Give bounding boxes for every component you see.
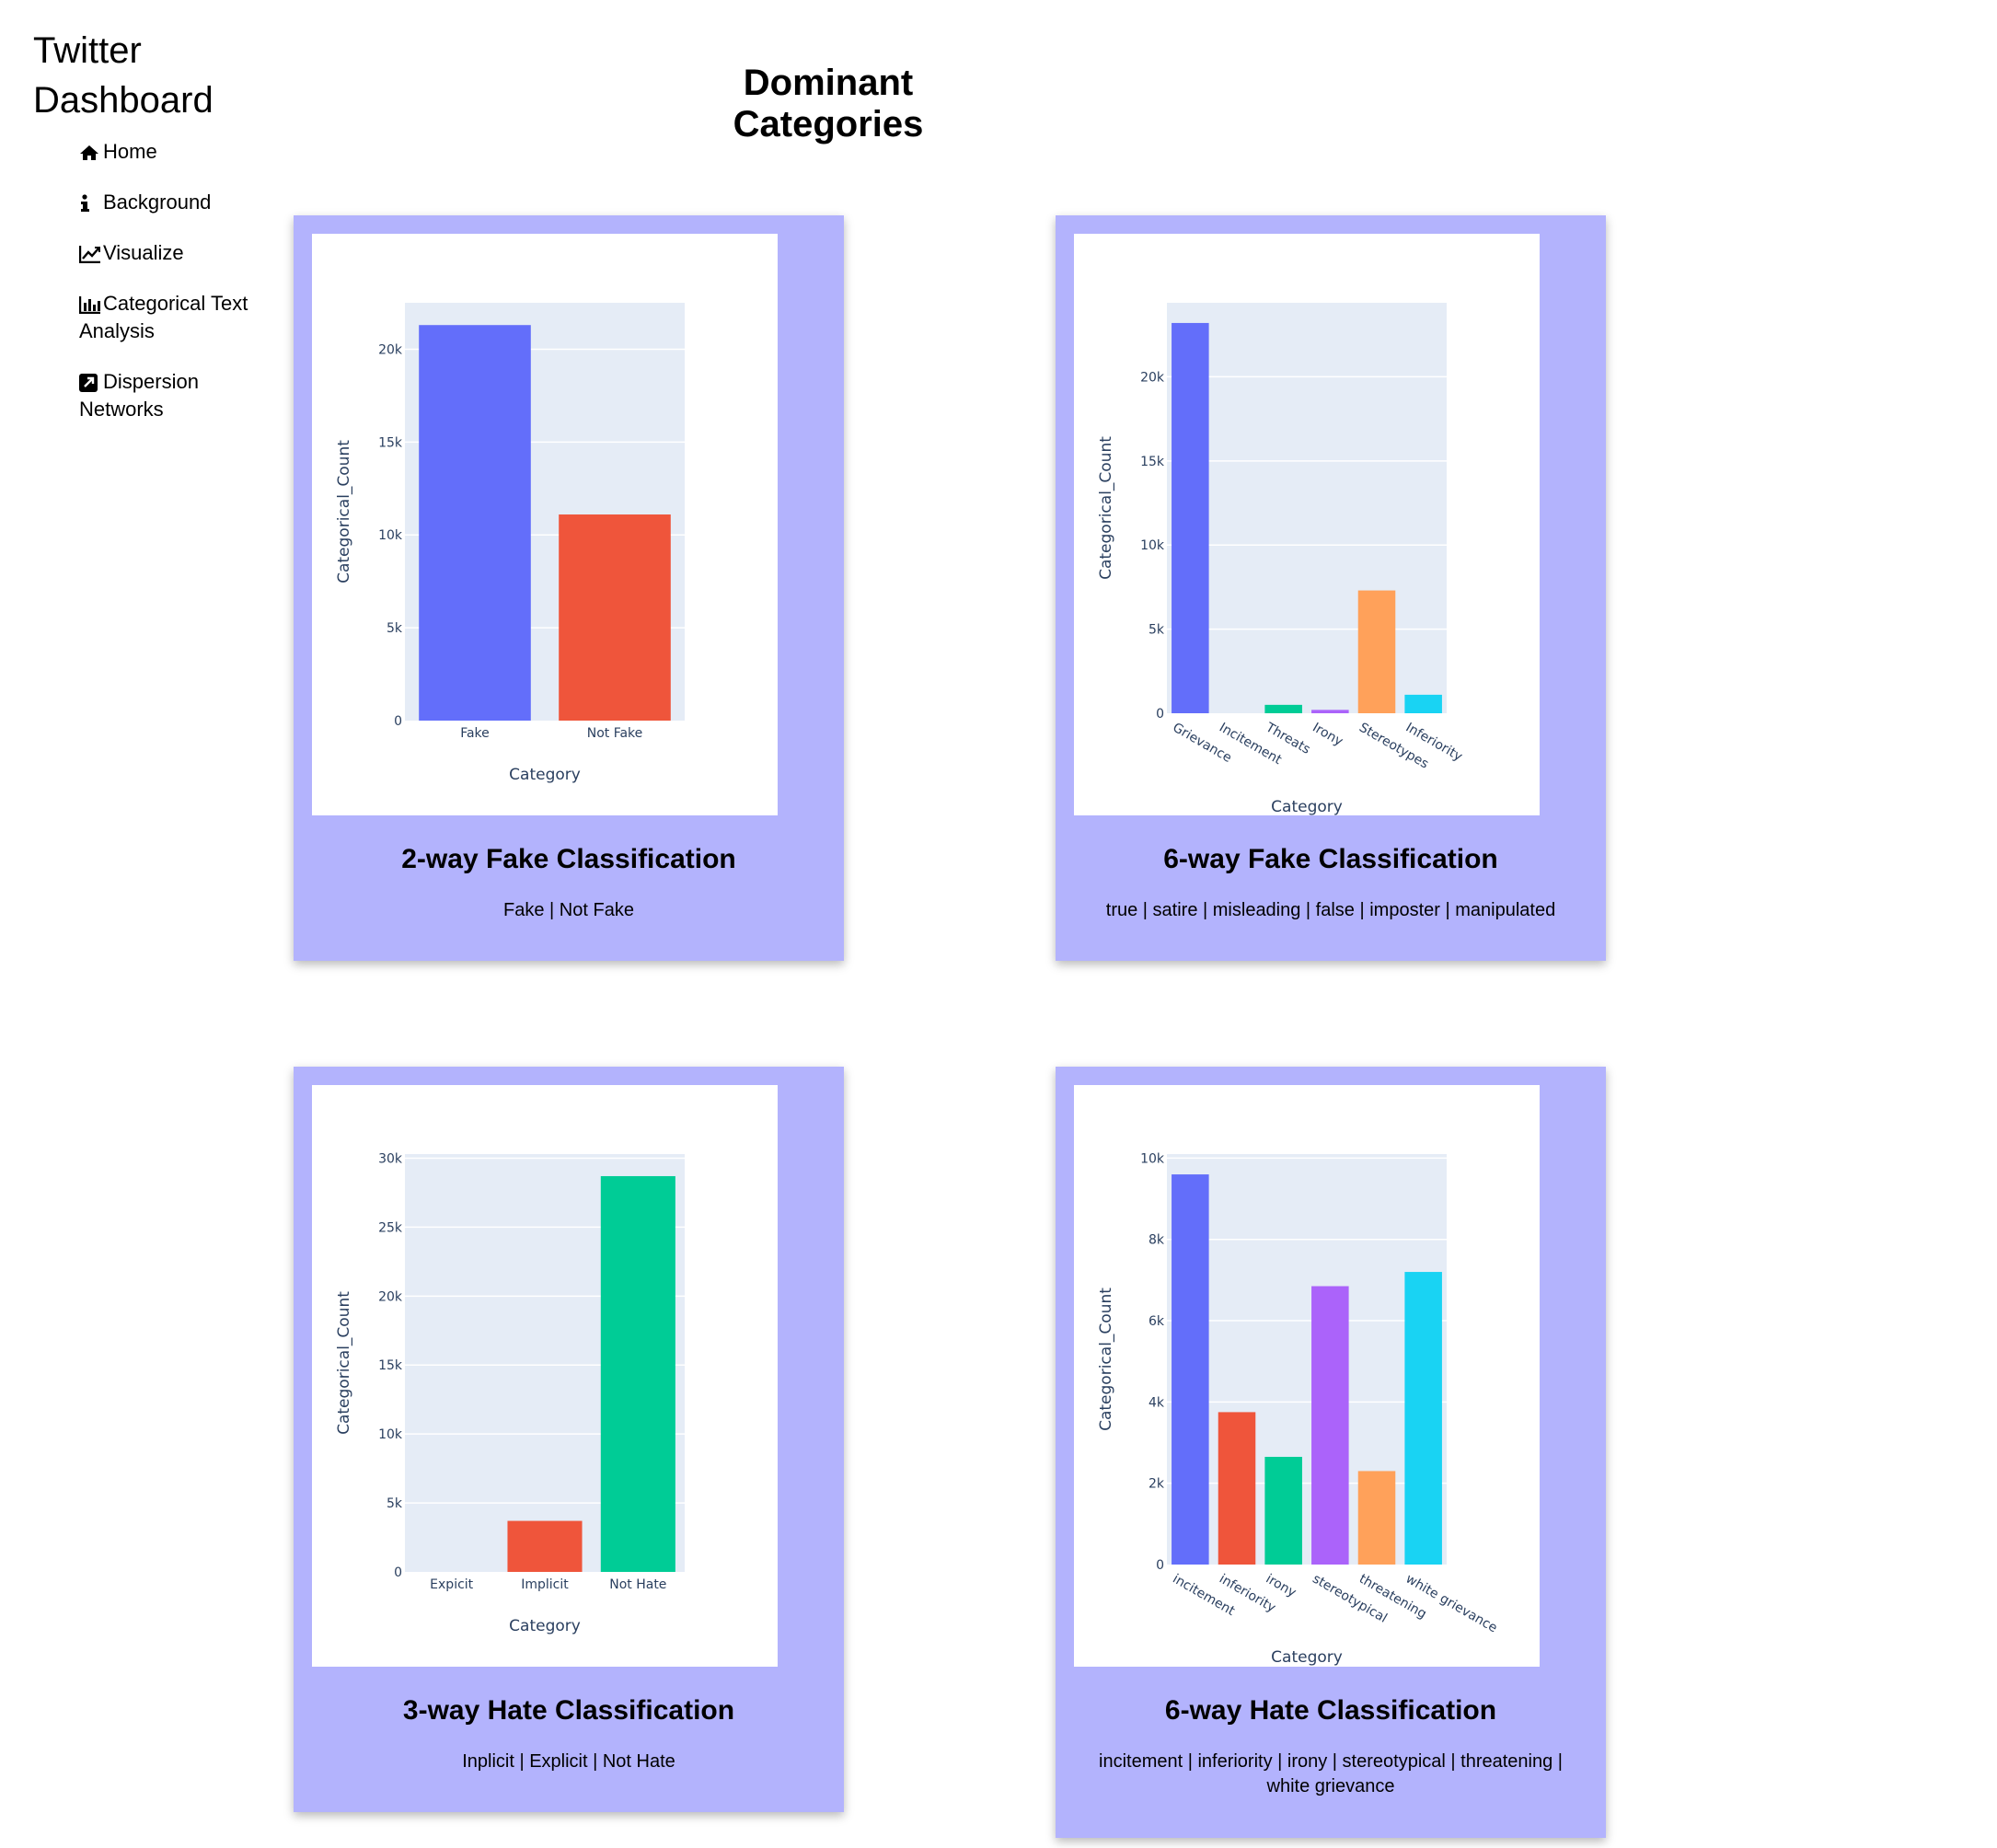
card-6-way-fake: 0 5k 10k 15k 20k Grievance Incitement Threats Ir…	[1056, 215, 1606, 961]
home-icon	[79, 144, 103, 161]
y-axis-title: Categorical_Count	[1097, 1288, 1115, 1431]
bar-chart-2-way-fake[interactable]: 0 5k 10k 15k 20k Fake Not Fake Category Categori…	[312, 234, 778, 815]
card-3-way-hate: 0 5k 10k 15k 20k 25k 30k Expicit Implicit Not Hat…	[294, 1067, 844, 1812]
y-tick-label: 10k	[1140, 538, 1165, 553]
y-axis-title: Categorical_Count	[335, 1291, 353, 1435]
y-tick-label: 5k	[1149, 623, 1165, 638]
bar-chart-icon	[79, 295, 103, 315]
bar-fake	[419, 325, 531, 721]
card-2-way-fake: 0 5k 10k 15k 20k Fake Not Fake Category Categori…	[294, 215, 844, 961]
y-tick-label: 6k	[1149, 1314, 1165, 1329]
x-tick-label: irony	[1264, 1572, 1299, 1600]
nav-background[interactable]: Background	[79, 189, 282, 216]
nav-home-label: Home	[103, 140, 157, 163]
nav-dispersion-networks[interactable]: Dispersion Networks	[79, 368, 282, 423]
x-tick-label: Implicit	[521, 1577, 569, 1592]
bar-stereotypical	[1311, 1286, 1349, 1565]
y-tick-label: 5k	[387, 1496, 403, 1511]
plot-background	[1167, 303, 1447, 713]
line-chart-icon	[79, 245, 103, 264]
info-icon	[79, 194, 103, 213]
y-tick-label: 30k	[378, 1151, 403, 1166]
card-title: 6-way Fake Classification	[1163, 844, 1498, 874]
y-tick-label: 10k	[378, 1427, 403, 1442]
plot-area[interactable]: 0 5k 10k 15k 20k Fake Not Fake Category Categori…	[312, 234, 778, 815]
nav-categorical-text-analysis-label: Categorical Text Analysis	[79, 292, 248, 342]
bar-threats	[1264, 704, 1302, 713]
x-axis-title: Category	[509, 1617, 581, 1635]
y-tick-label: 5k	[387, 621, 403, 636]
y-tick-label: 0	[1156, 1558, 1164, 1573]
y-tick-label: 15k	[378, 435, 403, 450]
bar-white-grievance	[1404, 1272, 1442, 1565]
y-tick-label: 0	[394, 714, 402, 729]
x-tick-label: Expicit	[430, 1577, 473, 1592]
nav-home[interactable]: Home	[79, 138, 282, 166]
card-title: 3-way Hate Classification	[402, 1695, 735, 1726]
page-title: Dominant Categories	[733, 63, 924, 144]
nav-background-label: Background	[103, 191, 212, 214]
y-tick-label: 20k	[1140, 370, 1165, 385]
x-tick-label: Not Fake	[587, 726, 643, 741]
bar-stereotypes	[1357, 590, 1396, 713]
plot-area[interactable]: 0 2k 4k 6k 8k 10k incitement inferiority irony st…	[1074, 1085, 1540, 1667]
x-axis-title: Category	[1271, 1648, 1343, 1667]
plot-area[interactable]: 0 5k 10k 15k 20k Grievance Incitement Threats Ir…	[1074, 234, 1540, 815]
card-subtitle: true | satire | misleading | false | imp…	[1105, 900, 1556, 920]
y-tick-label: 20k	[378, 1289, 403, 1304]
bar-inferiority	[1404, 694, 1442, 713]
bar-irony	[1264, 1456, 1302, 1565]
y-tick-label: 4k	[1149, 1395, 1165, 1410]
x-tick-label: Not Hate	[609, 1577, 666, 1592]
bar-not-fake	[559, 514, 671, 721]
y-tick-label: 8k	[1149, 1233, 1165, 1248]
y-tick-label: 15k	[1140, 455, 1165, 469]
y-axis-title: Categorical_Count	[1097, 436, 1115, 580]
bar-chart-3-way-hate[interactable]: 0 5k 10k 15k 20k 25k 30k Expicit Implicit Not Hat…	[312, 1085, 778, 1667]
bar-irony	[1311, 710, 1349, 713]
bar-chart-6-way-fake[interactable]: 05k10k15k20kGrievanceIncitementThreatsIr…	[1074, 234, 1540, 815]
sidebar-title: Twitter Dashboard	[33, 30, 214, 121]
bar-inferiority	[1218, 1412, 1256, 1565]
card-6-way-hate: 0 2k 4k 6k 8k 10k incitement inferiority irony st…	[1056, 1067, 1606, 1838]
card-subtitle: Fake | Not Fake	[503, 900, 634, 920]
nav-visualize-label: Visualize	[103, 241, 184, 264]
x-tick-label: Irony	[1310, 721, 1345, 750]
card-subtitle: incitement | inferiority | irony | stere…	[1099, 1751, 1563, 1796]
y-tick-label: 10k	[1140, 1151, 1165, 1166]
x-axis-title: Category	[1271, 798, 1343, 815]
plot-background	[1167, 1154, 1447, 1565]
card-title: 2-way Fake Classification	[401, 844, 736, 874]
bar-not-hate	[600, 1175, 675, 1572]
bar-incitement	[1172, 1174, 1209, 1565]
bar-implicit	[507, 1520, 583, 1572]
y-axis-title: Categorical_Count	[335, 440, 353, 583]
y-tick-label: 25k	[378, 1220, 403, 1235]
y-tick-label: 15k	[378, 1358, 403, 1373]
y-tick-label: 2k	[1149, 1477, 1165, 1492]
y-tick-label: 0	[1156, 707, 1164, 722]
y-tick-label: 0	[394, 1565, 402, 1580]
sidebar-nav: Home Background Visualize Categorical Te…	[79, 138, 282, 446]
x-axis-title: Category	[509, 766, 581, 784]
bar-threatening	[1357, 1471, 1396, 1565]
card-subtitle: Inplicit | Explicit | Not Hate	[462, 1751, 675, 1772]
y-tick-label: 10k	[378, 528, 403, 543]
nav-visualize[interactable]: Visualize	[79, 239, 282, 267]
y-tick-label: 20k	[378, 342, 403, 357]
bar-grievance	[1172, 322, 1209, 713]
x-tick-label: Fake	[460, 726, 490, 741]
nav-categorical-text-analysis[interactable]: Categorical Text Analysis	[79, 290, 282, 345]
card-title: 6-way Hate Classification	[1164, 1695, 1497, 1726]
plot-area[interactable]: 0 5k 10k 15k 20k 25k 30k Expicit Implicit Not Hat…	[312, 1085, 778, 1667]
external-link-square-icon	[79, 374, 103, 393]
nav-dispersion-networks-label: Dispersion Networks	[79, 370, 199, 421]
